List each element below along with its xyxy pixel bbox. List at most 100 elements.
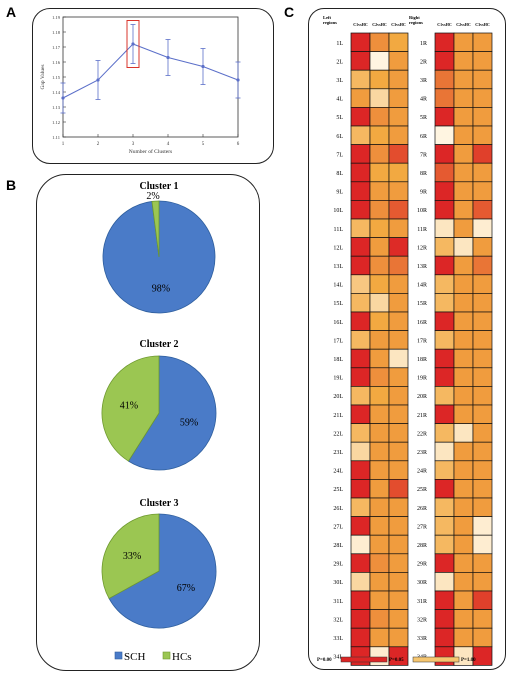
heatmap-cell [388,404,409,424]
heatmap-cell [453,423,474,443]
x-tick-label: 3 [132,142,135,147]
heatmap-cell [350,609,371,629]
heatmap-cell [472,125,493,145]
heatmap-cell [350,423,371,443]
row-label: 1L [336,41,343,47]
heatmap-cell [434,144,455,164]
heatmap-cell [453,367,474,387]
heatmap-cell [453,181,474,201]
heatmap-cell [453,330,474,350]
row-label: 18R [417,357,427,363]
heatmap-cell [472,51,493,71]
row-label: 28R [417,543,427,549]
heatmap-cell [369,181,390,201]
heatmap-cell [369,460,390,480]
heatmap-cell [369,69,390,90]
y-tick-label: 1.12 [52,120,60,125]
column-header: C1vsHC [437,22,452,27]
heatmap-cell [472,553,493,573]
row-label: 13R [417,264,427,270]
heatmap-cell [453,144,474,164]
scale-label-min: P=0.00 [317,658,332,663]
heatmap-cell [388,367,409,387]
heatmap-cell [472,516,493,536]
heatmap-cell [350,590,371,610]
row-label: 3R [420,78,427,84]
column-header: C2vsHC [372,22,387,27]
heatmap-cell [453,293,474,313]
optimal-cluster-highlight [126,20,140,68]
heatmap-cell [434,609,455,629]
row-label: 27L [333,524,343,530]
heatmap-cell [434,200,455,220]
y-tick-label: 1.19 [52,15,61,20]
heatmap-cell [472,386,493,406]
row-label: 34L [333,655,343,661]
heatmap-cell [369,88,390,108]
row-label: 25R [417,487,427,493]
heatmap-cell [388,497,409,517]
heatmap-cell [434,553,455,573]
left-regions-header-line2: regions [323,20,337,25]
heatmap-cell [369,218,390,238]
x-tick-label: 4 [167,142,170,147]
heatmap-cell [453,69,474,90]
pie-slice-hcs [101,355,160,462]
heatmap-cell [472,255,493,276]
row-label: 33L [333,636,343,642]
heatmap-cell [434,423,455,443]
heatmap-cell [350,107,371,127]
pie-slice-label: 2% [146,191,159,202]
heatmap-cell [350,479,371,499]
x-tick-label: 6 [237,142,240,147]
row-label: 23R [417,450,427,456]
heatmap-cell [350,125,371,145]
heatmap-cell [472,423,493,443]
data-point [96,78,100,82]
heatmap-cell [369,367,390,387]
heatmap-cell [453,107,474,127]
heatmap-cell [388,125,409,145]
row-label: 17R [417,338,427,344]
heatmap-cell [350,330,371,350]
column-header: C2vsHC [456,22,471,27]
heatmap-cell [453,609,474,629]
pie-slice-hcs [151,200,160,258]
plot-area [62,16,239,138]
row-label: 9L [336,190,343,196]
heatmap-cell [472,348,493,369]
heatmap-cell [472,497,493,517]
panel-label-a: A [6,4,17,20]
row-label: 15R [417,301,427,307]
heatmap-cell [472,237,493,257]
heatmap-cell [472,274,493,294]
heatmap-cell [434,274,455,294]
heatmap-cell [369,423,390,443]
heatmap-cell [369,107,390,127]
data-point [61,96,65,100]
heatmap-cell [453,51,474,71]
heatmap-cell [369,32,390,52]
row-label: 27R [417,524,427,530]
heatmap-cell [388,162,409,183]
heatmap-cell [472,69,493,90]
row-label: 25L [333,487,343,493]
row-label: 11L [334,227,344,233]
heatmap-cell [434,293,455,313]
row-label: 15L [333,301,343,307]
heatmap-cell [434,534,455,555]
heatmap-cell [453,125,474,145]
heatmap-cell [388,460,409,480]
row-label: 23L [333,450,343,456]
heatmap-cell [472,200,493,220]
heatmap-cell [453,590,474,610]
heatmap-cell [472,330,493,350]
heatmap-cell [369,404,390,424]
heatmap-cell [350,572,371,592]
heatmap-cell [472,367,493,387]
heatmap-cell [472,590,493,610]
row-label: 29L [333,562,343,568]
heatmap-cell [369,311,390,331]
heatmap-cell [350,237,371,257]
column-header: C1vsHC [353,22,368,27]
